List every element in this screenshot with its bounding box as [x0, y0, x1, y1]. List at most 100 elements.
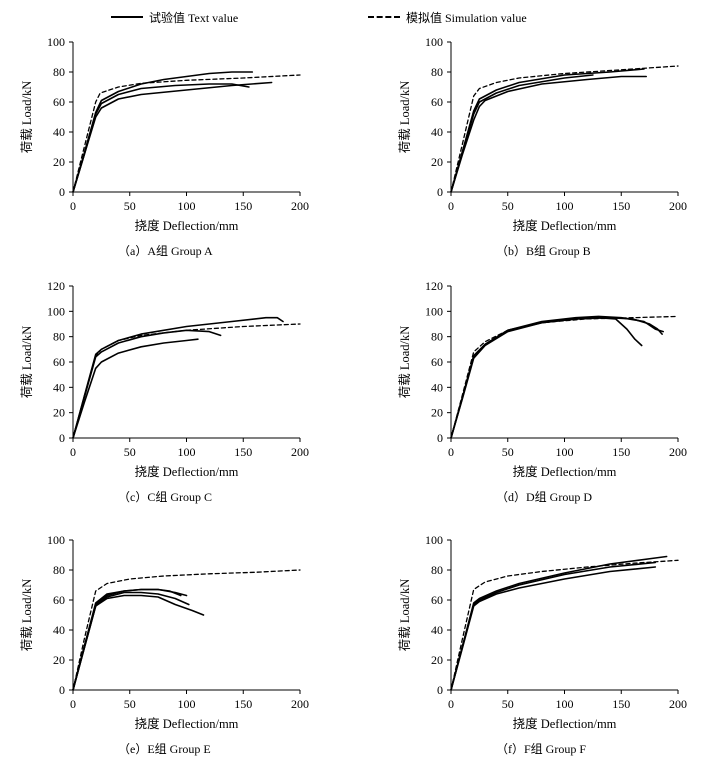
x-tick-label: 150 — [612, 445, 630, 459]
x-tick-label: 50 — [502, 199, 514, 213]
y-axis-label: 荷载 Load/kN — [398, 326, 412, 399]
chart-panel-1: 0 50 100 150 200 0 20 40 60 80 100 挠度 Deflection/mm… — [20, 35, 309, 258]
test-curve — [450, 555, 668, 691]
x-tick-label: 150 — [612, 199, 630, 213]
chart-panel-2: 0 50 100 150 200 0 20 40 60 80 100 挠度 Deflection/mm… — [398, 35, 687, 258]
y-tick-label: 40 — [431, 125, 443, 139]
x-axis-label: 挠度 Deflection/mm — [513, 716, 617, 731]
simulation-curve — [450, 559, 679, 691]
x-axis-label: 挠度 Deflection/mm — [135, 218, 239, 233]
x-tick-label: 200 — [291, 199, 309, 213]
test-curve — [72, 338, 199, 439]
chart-panel-4: 0 50 100 150 200 0 20 40 60 80 100 120 挠度 Deflection… — [398, 279, 687, 504]
y-tick-label: 20 — [431, 653, 443, 667]
test-curve — [72, 316, 284, 439]
test-curve — [450, 315, 664, 439]
y-tick-label: 40 — [53, 125, 65, 139]
y-tick-label: 0 — [437, 683, 443, 697]
x-axis-label: 挠度 Deflection/mm — [135, 716, 239, 731]
y-tick-label: 80 — [53, 563, 65, 577]
legend-dashed-line-swatch — [368, 16, 400, 18]
x-tick-label: 50 — [124, 445, 136, 459]
x-axis-label: 挠度 Deflection/mm — [513, 218, 617, 233]
test-curve — [450, 68, 645, 193]
y-tick-label: 40 — [53, 380, 65, 394]
chart-caption: （e）E组 Group E — [118, 742, 211, 756]
test-curve — [450, 316, 663, 439]
legend-test-label: 试验值 Text value — [149, 10, 239, 25]
x-tick-label: 100 — [178, 445, 196, 459]
y-tick-label: 40 — [431, 623, 443, 637]
chart-legend: 试验值 Text value 模拟值 Simulation value — [0, 0, 701, 34]
x-tick-label: 50 — [124, 199, 136, 213]
y-tick-label: 100 — [47, 35, 65, 49]
x-tick-label: 150 — [234, 445, 252, 459]
y-tick-label: 100 — [425, 304, 443, 318]
x-tick-label: 200 — [669, 199, 687, 213]
y-tick-label: 80 — [431, 330, 443, 344]
x-tick-label: 100 — [556, 445, 574, 459]
simulation-curve — [72, 74, 301, 193]
simulation-curve — [72, 569, 301, 691]
y-tick-label: 60 — [431, 95, 443, 109]
test-curve — [450, 566, 657, 691]
chart-caption: （f）F组 Group F — [496, 742, 586, 756]
test-curve — [72, 594, 205, 691]
y-tick-label: 0 — [59, 431, 65, 445]
y-tick-label: 60 — [431, 355, 443, 369]
y-tick-label: 60 — [53, 355, 65, 369]
x-tick-label: 100 — [556, 199, 574, 213]
x-tick-label: 200 — [291, 445, 309, 459]
y-axis-label: 荷载 Load/kN — [20, 326, 34, 399]
chart-caption: （b）B组 Group B — [496, 244, 591, 258]
y-axis-label: 荷载 Load/kN — [20, 579, 34, 652]
legend-solid-line-swatch — [111, 16, 143, 18]
x-tick-label: 0 — [448, 697, 454, 711]
y-tick-label: 100 — [47, 533, 65, 547]
y-tick-label: 20 — [53, 406, 65, 420]
x-tick-label: 150 — [234, 199, 252, 213]
x-tick-label: 50 — [502, 697, 514, 711]
y-tick-label: 60 — [53, 593, 65, 607]
x-tick-label: 0 — [70, 697, 76, 711]
y-tick-label: 100 — [425, 35, 443, 49]
y-tick-label: 80 — [431, 65, 443, 79]
test-curve — [72, 588, 188, 691]
simulation-curve — [450, 315, 679, 439]
x-tick-label: 200 — [291, 697, 309, 711]
x-tick-label: 150 — [234, 697, 252, 711]
y-tick-label: 60 — [53, 95, 65, 109]
y-tick-label: 20 — [53, 155, 65, 169]
x-tick-label: 50 — [124, 697, 136, 711]
y-tick-label: 40 — [431, 380, 443, 394]
y-axis-label: 荷载 Load/kN — [398, 579, 412, 652]
x-axis-label: 挠度 Deflection/mm — [513, 464, 617, 479]
x-tick-label: 0 — [70, 445, 76, 459]
chart-caption: （a）A组 Group A — [118, 244, 213, 258]
test-curve — [72, 591, 190, 691]
simulation-curve — [450, 65, 679, 193]
y-tick-label: 0 — [437, 431, 443, 445]
y-tick-label: 0 — [59, 185, 65, 199]
y-tick-label: 100 — [425, 533, 443, 547]
chart-panel-6: 0 50 100 150 200 0 20 40 60 80 100 挠度 Deflection/mm… — [398, 533, 687, 756]
y-axis-label: 荷载 Load/kN — [398, 81, 412, 154]
y-tick-label: 80 — [431, 563, 443, 577]
x-tick-label: 100 — [556, 697, 574, 711]
test-curve — [72, 83, 250, 193]
y-tick-label: 20 — [53, 653, 65, 667]
x-tick-label: 200 — [669, 445, 687, 459]
x-tick-label: 200 — [669, 697, 687, 711]
x-tick-label: 50 — [502, 445, 514, 459]
y-tick-label: 60 — [431, 593, 443, 607]
x-tick-label: 100 — [178, 199, 196, 213]
chart-panel-3: 0 50 100 150 200 0 20 40 60 80 100 120 挠度 Deflection… — [20, 279, 309, 504]
x-tick-label: 0 — [70, 199, 76, 213]
y-tick-label: 120 — [47, 279, 65, 293]
y-tick-label: 100 — [47, 304, 65, 318]
legend-sim-label: 模拟值 Simulation value — [406, 10, 527, 25]
chart-caption: （d）D组 Group D — [496, 490, 592, 504]
test-curve — [450, 75, 647, 193]
y-tick-label: 40 — [53, 623, 65, 637]
